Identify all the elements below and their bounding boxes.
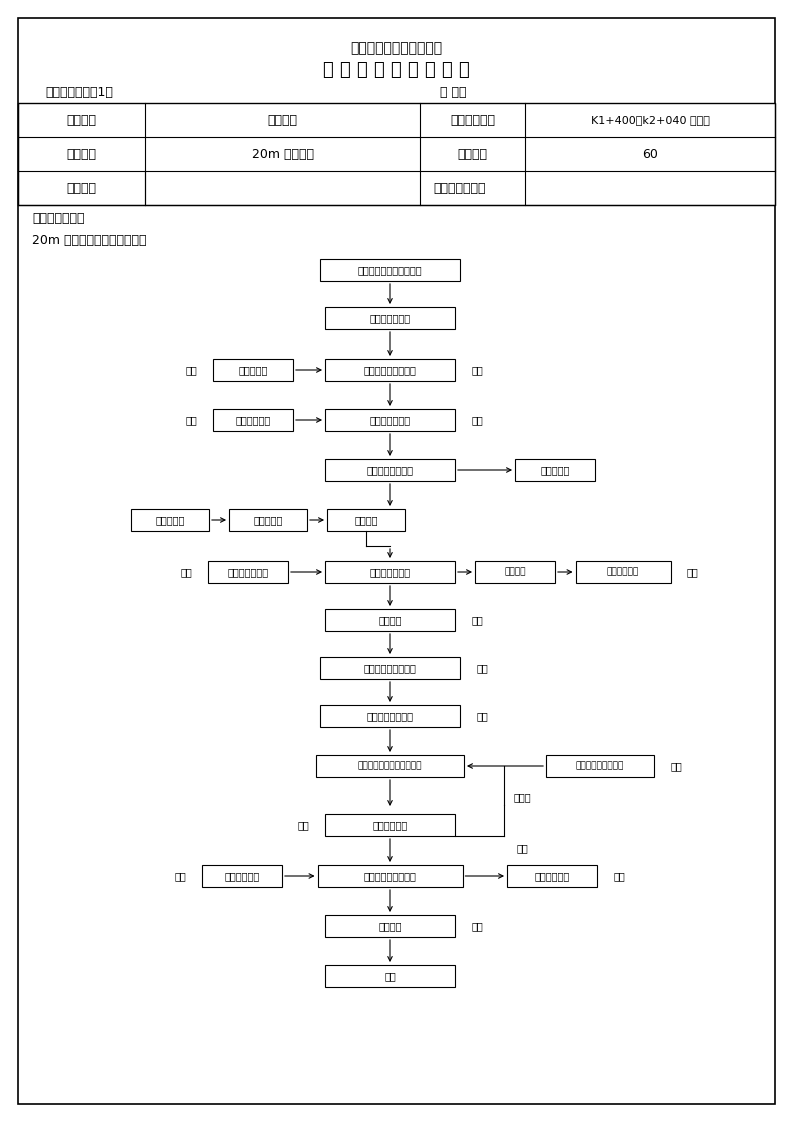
Bar [316,755,464,778]
Bar [546,755,654,778]
Bar [325,916,455,937]
Text: 波纹管的验验: 波纹管的验验 [236,415,270,425]
Text: 钢绞线的验验: 钢绞线的验验 [224,871,259,881]
Bar [213,410,293,431]
Bar [320,657,460,679]
Text: 验检: 验检 [297,820,309,830]
Text: 项目名称：靖那1标: 项目名称：靖那1标 [45,85,113,99]
Bar [18,103,775,205]
Text: 验检: 验检 [687,567,699,577]
Text: 底板底板钢筋的绑扎: 底板底板钢筋的绑扎 [363,365,416,375]
Bar [325,410,455,431]
Text: 验检: 验检 [613,871,625,881]
Text: 验检: 验检 [174,871,186,881]
Text: 验检: 验检 [471,921,483,931]
Text: 验检: 验检 [471,615,483,625]
Bar [213,359,293,381]
Text: 验检: 验检 [471,365,483,375]
Text: 波纹管道的布置: 波纹管道的布置 [370,415,411,425]
Text: 梁体压样式回弹处理: 梁体压样式回弹处理 [576,762,624,771]
Text: 验检: 验检 [476,711,488,721]
Text: K1+400～k2+040 预制场: K1+400～k2+040 预制场 [591,114,710,125]
Text: 七天后压试件: 七天后压试件 [373,820,408,830]
Text: 验检: 验检 [670,761,682,771]
Text: 支立内模: 支立内模 [378,615,402,625]
Bar [325,561,455,583]
Text: 模板的预拼: 模板的预拼 [253,515,282,525]
Bar [325,609,455,631]
Text: 桥梁工程: 桥梁工程 [267,113,297,127]
Text: 20m 箱梁预制的流程图如下：: 20m 箱梁预制的流程图如下： [32,233,147,247]
Text: 现场施工技术员: 现场施工技术员 [434,182,486,194]
Text: 验检: 验检 [471,415,483,425]
Text: 顶板底板钢筋的绑扎: 顶板底板钢筋的绑扎 [363,663,416,673]
Text: 预制梁标准化设计及准备: 预制梁标准化设计及准备 [358,265,423,275]
Text: 编 号：: 编 号： [440,85,466,99]
Bar [202,865,282,888]
Bar [131,509,209,531]
Text: 施 工 技 术 交 底 记 录 表: 施 工 技 术 交 底 记 录 表 [323,61,469,79]
Bar [146,172,775,204]
Text: 合格: 合格 [516,843,528,853]
Text: 砂石材料的验验: 砂石材料的验验 [228,567,269,577]
Text: 箱梁台座的处理: 箱梁台座的处理 [370,313,411,323]
Text: 60: 60 [642,147,658,160]
Text: 施工人数: 施工人数 [458,147,488,160]
Text: 验检: 验检 [185,415,197,425]
Bar [507,865,597,888]
Text: 不合格: 不合格 [513,792,531,802]
Text: 验检: 验检 [185,365,197,375]
Text: 砼配合比批复: 砼配合比批复 [607,568,639,577]
Text: 模板的加工: 模板的加工 [155,515,185,525]
Text: 工程名称: 工程名称 [67,113,97,127]
Bar [325,359,455,381]
Bar [317,865,462,888]
Text: 移梁: 移梁 [384,971,396,981]
Text: 广西公路桥梁工程总公司: 广西公路桥梁工程总公司 [350,42,442,55]
Text: 翼板顶板砼的浇筑: 翼板顶板砼的浇筑 [366,711,413,721]
Bar [327,509,405,531]
Text: 技术交底内容：: 技术交底内容： [32,212,85,224]
Bar [320,259,460,280]
Text: 千斤顶的标定: 千斤顶的标定 [534,871,569,881]
Text: 管道压浆: 管道压浆 [378,921,402,931]
Bar [576,561,671,583]
Text: 振捣振实、砼的标准化养护: 振捣振实、砼的标准化养护 [358,762,422,771]
Text: 分项工程: 分项工程 [67,147,97,160]
Bar [325,459,455,481]
Text: 桩号（地点）: 桩号（地点） [450,113,495,127]
Bar [229,509,307,531]
Text: 锚具的检验: 锚具的检验 [540,465,569,475]
Text: 验检: 验检 [180,567,192,577]
Text: 穿管及钢绞线及张拉: 穿管及钢绞线及张拉 [363,871,416,881]
Bar [208,561,288,583]
Text: 浇筑底板混凝土: 浇筑底板混凝土 [370,567,411,577]
Bar [325,813,455,836]
Bar [325,307,455,329]
Text: 砼的排合: 砼的排合 [504,568,526,577]
Bar [515,459,595,481]
Bar [325,965,455,987]
Text: 钢筋的验验: 钢筋的验验 [239,365,268,375]
Text: 20m 箱梁预制: 20m 箱梁预制 [251,147,313,160]
Bar [320,705,460,727]
Text: 支立外模: 支立外模 [354,515,377,525]
Text: 交底对象: 交底对象 [67,182,97,194]
Bar [475,561,555,583]
Text: 验检: 验检 [476,663,488,673]
Text: 封端板及锚具施工: 封端板及锚具施工 [366,465,413,475]
